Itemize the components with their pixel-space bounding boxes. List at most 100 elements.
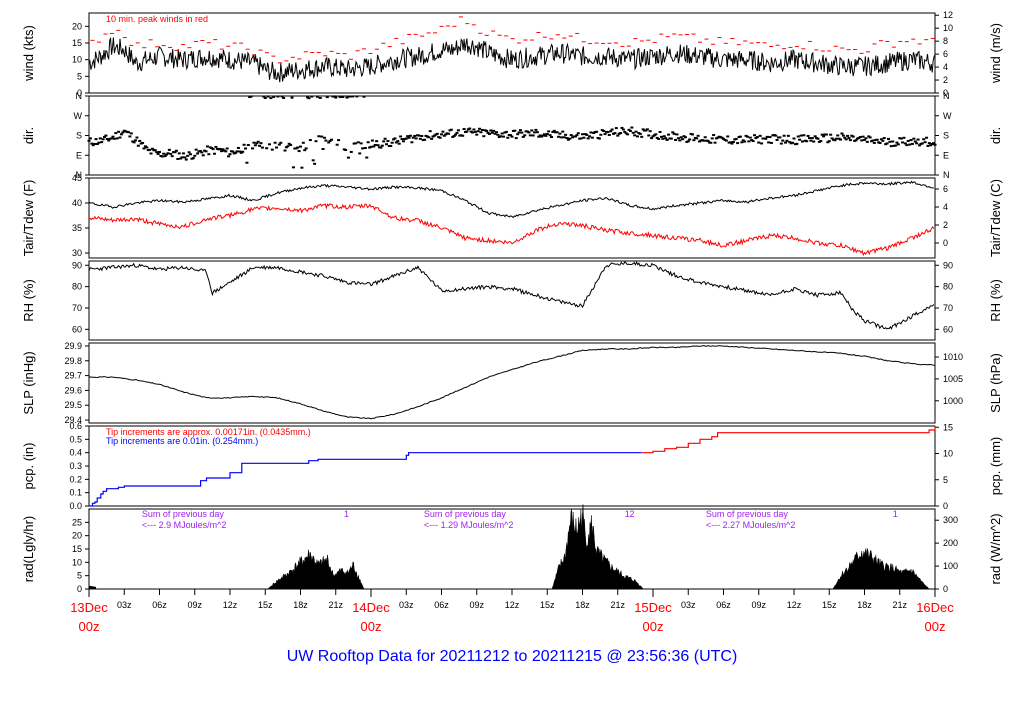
dir-point [888,140,892,143]
dir-point [537,135,541,138]
dir-point [252,141,256,144]
slp-ylabel-right: SLP (hPa) [988,353,1003,413]
dir-point [160,155,164,158]
dir-point [207,153,211,156]
slp-ytick-label-left: 29.8 [64,356,82,366]
dir-point [638,132,642,135]
dir-point [148,148,152,151]
temp-ytick-label-left: 40 [72,198,82,208]
dir-point [379,146,383,149]
dir-point [820,133,824,136]
dir-point [300,166,304,169]
dir-point [600,129,604,132]
dir-point [441,130,445,133]
dir-point [88,137,92,140]
dir-point [826,141,830,144]
dir-point [145,146,149,149]
dir-point [234,151,238,154]
dir-point [284,146,288,149]
wind-ytick-label-right: 12 [943,10,953,20]
dir-point [802,134,806,137]
dir-point [115,137,119,140]
dir-point [404,137,408,140]
dir-point [91,144,95,147]
dir-point [839,138,843,141]
dir-point [510,135,514,138]
dir-point [135,136,139,139]
dir-point [259,142,263,145]
temp-ytick-label-right: 4 [943,202,948,212]
dir-point [337,139,341,142]
dir-point [513,129,517,132]
rh-ytick-label-right: 90 [943,260,953,270]
wind-peak-marks [90,16,935,64]
x-tick-label: 18z [575,600,590,610]
dir-point [315,95,319,98]
dir-point [925,136,929,139]
dir-point [101,138,105,141]
dir-point [767,141,771,144]
dir-point [317,135,321,138]
dir-point [518,129,522,132]
dir-point [380,144,384,147]
rad-day-1-area [266,549,365,590]
rad-ytick-label-left: 0 [77,584,82,594]
dir-point [163,155,167,158]
rad-mark: 1 [625,509,630,519]
dir-point [183,156,187,159]
dir-point [496,133,500,136]
temp-ylabel-right: Tair/Tdew (C) [988,179,1003,257]
dir-point [552,129,556,132]
dir-point [242,143,246,146]
dir-point [635,135,639,138]
dir-point [875,138,879,141]
dir-point [227,155,231,158]
dir-point [640,135,644,138]
dir-point [262,95,266,98]
dir-point [105,137,109,140]
dir-point [414,137,418,140]
dir-point [366,141,370,144]
dir-ytick-label-right: W [943,111,952,121]
dir-point [533,131,537,134]
dir-point [155,151,159,154]
dir-point [712,134,716,137]
dir-point [506,136,510,139]
dir-point [90,142,94,145]
dir-point [449,128,453,131]
dir-point [906,139,910,142]
dir-point [482,135,486,138]
dir-point [784,141,788,144]
dir-point [651,135,655,138]
dir-point [603,133,607,136]
dir-point [868,136,872,139]
rad-mark: 1 [344,509,349,519]
dir-point [751,140,755,143]
dir-point [916,138,920,141]
dir-point [310,95,314,98]
dir-point [210,147,214,150]
dir-point [889,145,893,148]
dir-point [912,137,916,140]
pcp-note-blue: Tip increments are 0.01in. (0.254mm.) [106,436,258,446]
dir-point [355,95,359,98]
dir-point [597,137,601,140]
dir-point [901,141,905,144]
dir-point [662,135,666,138]
dir-point [792,137,796,140]
dir-point [695,137,699,140]
x-tick-label: 12z [223,600,238,610]
wind-speed-line [88,36,936,83]
dir-point [383,137,387,140]
dir-point [623,130,627,133]
dir-point [590,136,594,139]
dir-point [669,137,673,140]
dir-point [644,129,648,132]
rad-ytick-label-left: 25 [72,517,82,527]
dir-point [270,148,274,151]
dir-point [344,148,348,151]
dir-point [534,128,538,131]
dir-point [476,130,480,133]
dir-point [376,144,380,147]
rad-ytick-label-right: 0 [943,584,948,594]
